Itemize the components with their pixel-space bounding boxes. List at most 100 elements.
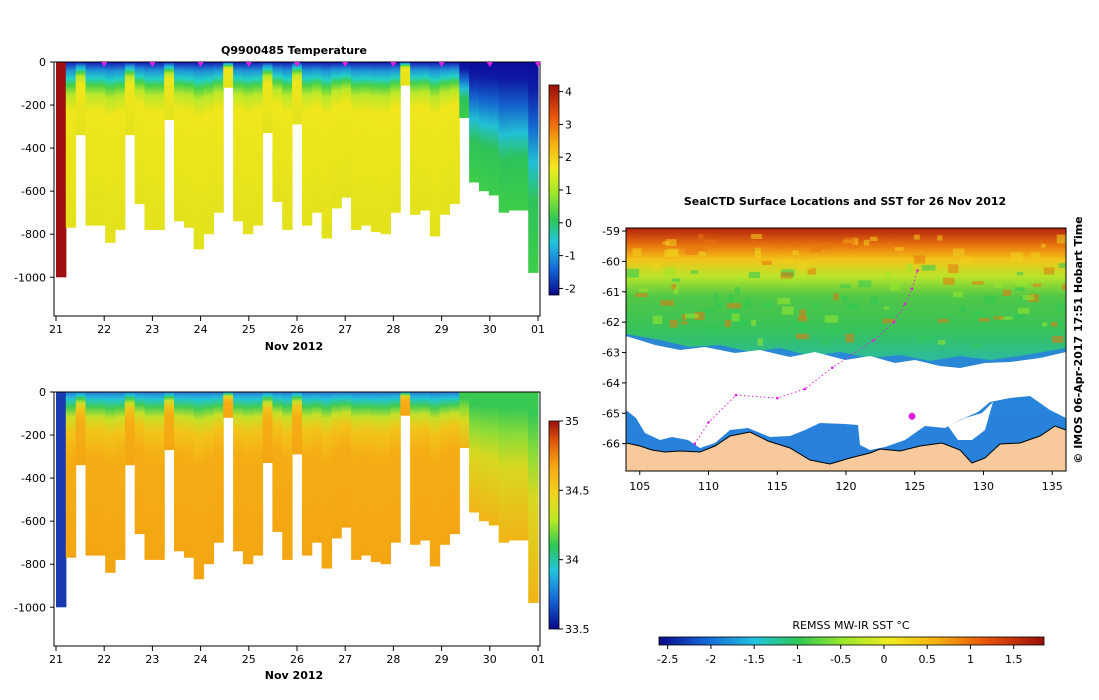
- profile-column: [410, 392, 421, 545]
- sst-speck: [973, 311, 984, 316]
- sea-ice-mask: [626, 336, 1066, 450]
- lon-tick-label: 110: [698, 480, 719, 493]
- x-tick-label: 30: [483, 323, 497, 336]
- lon-tick-label: 115: [767, 480, 788, 493]
- sst-speck: [845, 333, 855, 343]
- profile-column: [351, 62, 362, 230]
- sst-colorbar-tick-label: -0.5: [830, 653, 851, 666]
- sst-speck: [714, 292, 719, 301]
- x-tick-label: 28: [386, 323, 400, 336]
- profile-column: [56, 392, 67, 608]
- sst-speck: [937, 235, 943, 241]
- profile-column: [469, 392, 480, 513]
- x-tick-label: 24: [194, 323, 208, 336]
- profile-column: [183, 62, 195, 228]
- salinity-profiles: [56, 392, 539, 608]
- sst-speck: [664, 267, 676, 277]
- current-location-marker: [908, 412, 916, 420]
- profile-column: [311, 62, 323, 213]
- sst-speck: [794, 321, 807, 328]
- x-tick-label: 27: [338, 323, 352, 336]
- sst-speck: [993, 316, 1004, 320]
- x-tick-label: 23: [145, 653, 159, 666]
- profile-marker: [149, 62, 156, 67]
- sst-speck: [846, 303, 860, 310]
- sst-speck: [870, 236, 878, 241]
- sst-speck: [799, 309, 806, 319]
- sst-colorbar: [658, 636, 1045, 646]
- colorbar-tick-label: 2: [565, 151, 572, 164]
- colorbar-tick-label: -2: [565, 282, 576, 295]
- sst-speck: [1010, 252, 1024, 262]
- sst-speck: [943, 277, 955, 285]
- x-tick-label: 30: [483, 653, 497, 666]
- profile-column: [390, 62, 401, 213]
- sst-speck: [1058, 263, 1066, 268]
- x-tick-label: 21: [49, 323, 63, 336]
- profile-marker: [390, 62, 397, 67]
- profile-column: [65, 62, 77, 228]
- x-tick-label: 24: [194, 653, 208, 666]
- sst-speck: [728, 294, 734, 302]
- sst-speck: [652, 315, 663, 324]
- sst-speck: [1056, 234, 1066, 244]
- profile-column: [498, 392, 510, 543]
- salinity-x-label: Nov 2012: [265, 669, 323, 682]
- sst-speck: [780, 272, 793, 279]
- sst-speck: [761, 260, 772, 265]
- sst-speck: [671, 283, 677, 290]
- sst-speck: [672, 278, 680, 282]
- sst-speck: [757, 338, 763, 346]
- profile-column: [223, 62, 234, 88]
- x-tick-label: 28: [386, 653, 400, 666]
- profile-column: [488, 62, 500, 196]
- profile-column: [95, 62, 106, 226]
- profile-column: [449, 392, 460, 535]
- track-point: [803, 387, 807, 391]
- profile-column: [65, 392, 77, 558]
- sst-speck: [840, 284, 851, 288]
- profile-column: [252, 392, 264, 556]
- profile-column: [459, 62, 470, 118]
- profile-column: [252, 62, 264, 226]
- profile-column: [242, 62, 254, 235]
- sst-speck: [682, 314, 687, 321]
- sst-colorbar-label: REMSS MW-IR SST °C: [792, 619, 910, 632]
- track-point: [776, 396, 779, 400]
- profile-column: [174, 62, 185, 222]
- track-point: [693, 442, 697, 446]
- sst-speck: [907, 263, 912, 272]
- sst-speck: [775, 245, 782, 249]
- sst-speck: [978, 318, 990, 322]
- profile-marker: [535, 62, 541, 67]
- profile-column: [488, 392, 500, 526]
- profile-column: [331, 62, 342, 209]
- lon-tick-label: 105: [629, 480, 650, 493]
- sst-speck: [651, 262, 661, 269]
- sst-speck: [884, 306, 889, 310]
- sst-speck: [660, 300, 674, 306]
- x-tick-label: 29: [435, 653, 449, 666]
- profile-column: [292, 62, 303, 125]
- sst-speck: [800, 325, 808, 331]
- profile-column: [459, 392, 470, 448]
- x-tick-label: 21: [49, 653, 63, 666]
- sst-speck: [698, 234, 704, 240]
- profile-column: [75, 62, 87, 136]
- profile-marker: [245, 62, 252, 67]
- profile-column: [439, 392, 450, 545]
- profile-column: [341, 392, 352, 528]
- x-tick-label: 22: [97, 323, 111, 336]
- sst-speck: [751, 319, 756, 326]
- profile-column: [164, 62, 175, 121]
- sst-speck: [1017, 307, 1030, 314]
- sst-speck: [736, 278, 744, 282]
- sst-speck: [748, 272, 761, 278]
- track-point: [872, 339, 875, 342]
- sst-speck: [1052, 336, 1064, 343]
- sst-colorbar-tick-label: -1.5: [743, 653, 764, 666]
- sst-speck: [694, 311, 705, 320]
- profile-column: [429, 62, 441, 237]
- track-point: [910, 287, 914, 291]
- ice-shelf: [948, 402, 993, 440]
